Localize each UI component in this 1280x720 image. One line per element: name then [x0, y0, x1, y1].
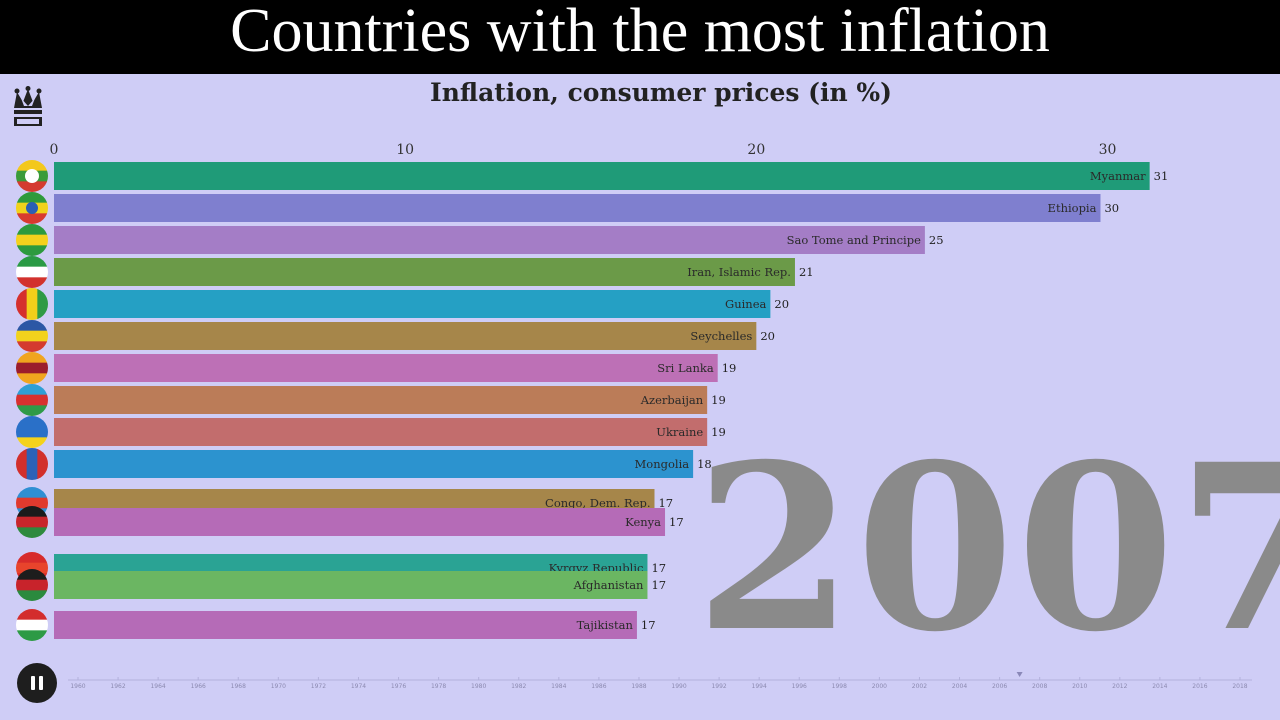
- bar: [54, 162, 1150, 190]
- bar-country-label: Sao Tome and Principe: [787, 233, 921, 247]
- timeline-year-label[interactable]: 2016: [1192, 683, 1207, 690]
- ethiopia-flag-icon: [16, 192, 48, 224]
- timeline-year-label[interactable]: 1996: [792, 683, 807, 690]
- bar: [54, 418, 708, 446]
- bar: [54, 194, 1101, 222]
- bar-value-label: 17: [651, 561, 666, 575]
- bar: [54, 450, 694, 478]
- sao-tome-flag-icon: [16, 224, 48, 256]
- sri-lanka-flag-icon: [16, 352, 48, 384]
- bar-value-label: 20: [774, 297, 789, 311]
- timeline-year-label[interactable]: 1968: [231, 683, 246, 690]
- timeline-year-label[interactable]: 1972: [311, 683, 326, 690]
- x-tick-label: 10: [396, 142, 414, 158]
- bar-country-label: Seychelles: [690, 329, 752, 343]
- tajikistan-flag-icon: [16, 609, 48, 641]
- bar: [54, 322, 757, 350]
- bar-country-label: Tajikistan: [577, 618, 634, 632]
- timeline-year-label[interactable]: 2012: [1112, 683, 1127, 690]
- timeline-year-label[interactable]: 2000: [872, 683, 887, 690]
- banner: Countries with the most inflation: [0, 0, 1280, 74]
- bar-country-label: Sri Lanka: [657, 361, 714, 375]
- timeline-year-label[interactable]: 2018: [1232, 683, 1247, 690]
- bar: [54, 354, 718, 382]
- chart-title: Inflation, consumer prices (in %): [430, 78, 892, 107]
- timeline-year-label[interactable]: 1984: [551, 683, 566, 690]
- timeline-year-label[interactable]: 1990: [671, 683, 686, 690]
- bar-value-label: 17: [669, 515, 684, 529]
- timeline-year-label[interactable]: 2010: [1072, 683, 1087, 690]
- timeline-year-label[interactable]: 1966: [191, 683, 206, 690]
- timeline-year-label[interactable]: 1970: [271, 683, 286, 690]
- bar-country-label: Ukraine: [656, 425, 703, 439]
- azerbaijan-flag-icon: [16, 384, 48, 416]
- current-year: 2007: [695, 414, 1280, 682]
- timeline-year-label[interactable]: 1960: [70, 683, 85, 690]
- bar-country-label: Mongolia: [635, 457, 690, 471]
- timeline-year-label[interactable]: 2004: [952, 683, 967, 690]
- bar-value-label: 18: [697, 457, 712, 471]
- bar: [54, 508, 666, 536]
- bar-value-label: 17: [651, 578, 666, 592]
- timeline-year-label[interactable]: 1982: [511, 683, 526, 690]
- banner-title: Countries with the most inflation: [230, 0, 1050, 65]
- bar: [54, 258, 795, 286]
- timeline-year-label[interactable]: 1962: [110, 683, 125, 690]
- timeline-year-label[interactable]: 1988: [631, 683, 646, 690]
- timeline-year-label[interactable]: 2006: [992, 683, 1007, 690]
- x-tick-label: 20: [747, 142, 765, 158]
- x-tick-label: 0: [50, 142, 59, 158]
- bar-country-label: Azerbaijan: [640, 393, 704, 407]
- chart-stage: Inflation, consumer prices (in %) 2007 0…: [0, 74, 1280, 720]
- timeline-year-label[interactable]: 1976: [391, 683, 406, 690]
- bar-value-label: 19: [711, 393, 726, 407]
- iran-flag-icon: [16, 256, 48, 288]
- timeline-year-label[interactable]: 1974: [351, 683, 366, 690]
- timeline-year-label[interactable]: 1992: [711, 683, 726, 690]
- bar-country-label: Guinea: [725, 297, 766, 311]
- bar-value-label: 17: [641, 618, 656, 632]
- timeline-year-label[interactable]: 2002: [912, 683, 927, 690]
- bar: [54, 226, 925, 254]
- x-tick-label: 30: [1099, 142, 1117, 158]
- bar: [54, 386, 708, 414]
- seychelles-flag-icon: [16, 320, 48, 352]
- bar-value-label: 30: [1104, 201, 1119, 215]
- bar-country-label: Kenya: [625, 515, 661, 529]
- afghanistan-flag-icon: [16, 569, 48, 601]
- bar: [54, 571, 648, 599]
- kenya-flag-icon: [16, 506, 48, 538]
- bar: [54, 290, 771, 318]
- bar-value-label: 31: [1154, 169, 1169, 183]
- timeline-year-label[interactable]: 1978: [431, 683, 446, 690]
- timeline-year-label[interactable]: 1986: [591, 683, 606, 690]
- bar-value-label: 25: [929, 233, 944, 247]
- bar-chart: 0 10 20 30 Myanmar 31 Ethiopia 30 Sao Tome and P…: [16, 142, 1252, 690]
- bar-value-label: 21: [799, 265, 814, 279]
- bar-country-label: Iran, Islamic Rep.: [687, 265, 791, 279]
- bar: [54, 611, 637, 639]
- mongolia-flag-icon: [16, 448, 48, 480]
- bar-country-label: Congo, Dem. Rep.: [545, 496, 650, 510]
- bar-value-label: 19: [722, 361, 737, 375]
- bar-country-label: Myanmar: [1090, 169, 1146, 183]
- pause-button[interactable]: [17, 663, 57, 703]
- crown-logo-icon: [14, 86, 42, 126]
- bar-value-label: 17: [658, 496, 673, 510]
- guinea-flag-icon: [16, 288, 48, 320]
- myanmar-flag-icon: [16, 160, 48, 192]
- timeline-year-label[interactable]: 1980: [471, 683, 486, 690]
- timeline-year-label[interactable]: 1994: [752, 683, 767, 690]
- bar-country-label: Ethiopia: [1048, 201, 1097, 215]
- timeline-marker[interactable]: [1016, 672, 1023, 677]
- ukraine-flag-icon: [16, 416, 48, 448]
- bar-country-label: Afghanistan: [573, 578, 644, 592]
- timeline-year-label[interactable]: 1998: [832, 683, 847, 690]
- bar-value-label: 19: [711, 425, 726, 439]
- timeline-year-label[interactable]: 2008: [1032, 683, 1047, 690]
- pause-icon: [31, 676, 35, 690]
- timeline-year-label[interactable]: 1964: [150, 683, 165, 690]
- bar-value-label: 20: [760, 329, 775, 343]
- timeline-year-label[interactable]: 2014: [1152, 683, 1167, 690]
